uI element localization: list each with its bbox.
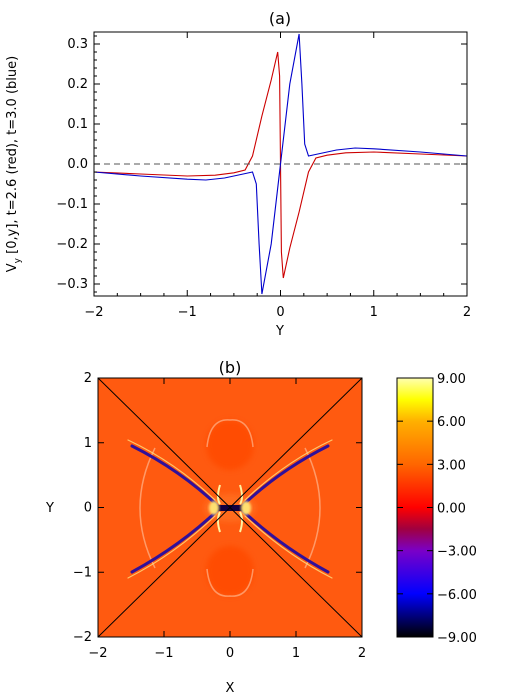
y-tick-label: 0.2 <box>67 77 88 92</box>
heatmap-arms <box>127 439 333 579</box>
heatmap-core-right-bright <box>241 501 251 515</box>
heatmap-arm-lower-right-halo <box>244 515 333 579</box>
series-line-1 <box>94 33 467 295</box>
heatmap-arm-upper-left <box>130 444 220 508</box>
heatmap-upper-lobe-outline <box>206 419 254 448</box>
y-tick-label: −0.3 <box>56 277 88 292</box>
x-tick-label: 2 <box>358 646 366 661</box>
y-tick-label: −1 <box>73 565 92 580</box>
panel-a: (a) −2 −1 0 1 2 −0.3 −0.2 −0.1 0.0 0.1 0.2 0.3 Y V… <box>5 9 471 339</box>
heatmap-arm-upper-right-halo <box>244 439 333 501</box>
colorbar-tick-label: 0.00 <box>437 502 466 517</box>
x-tick-label: 2 <box>463 305 471 320</box>
colorbar-tick-label: −6.00 <box>437 588 477 603</box>
heatmap-arm-lower-left-halo <box>127 515 216 579</box>
y-tick-label: −2 <box>73 630 92 645</box>
colorbar-tick-label: −3.00 <box>437 545 477 560</box>
heatmap-lower-lobe-outline <box>206 568 254 597</box>
panel-b-y-axis: −2 −1 0 1 2 <box>73 371 362 645</box>
x-tick-label: 0 <box>276 305 284 320</box>
heatmap-arm-upper-left-halo <box>127 439 216 501</box>
heatmap-faint-arcs <box>139 419 321 597</box>
panel-a-y-label-rest: [0,y], t=2.6 (red), t=3.0 (blue) <box>5 56 20 258</box>
panel-a-y-axis: −0.3 −0.2 −0.1 0.0 0.1 0.2 0.3 <box>56 35 467 293</box>
y-tick-label: 0.3 <box>67 37 88 52</box>
heatmap-right-arc <box>304 447 321 569</box>
panel-b-x-label: X <box>226 681 235 696</box>
heatmap-core-left-bright <box>209 501 219 515</box>
colorbar: 9.00 6.00 3.00 0.00 −3.00 −6.00 −9.00 <box>396 372 477 646</box>
y-tick-label: −0.1 <box>56 197 88 212</box>
heatmap-upper-lobe <box>206 420 254 470</box>
heatmap-core-lower-left-filament <box>217 511 221 533</box>
panel-b: (b) <box>45 358 477 696</box>
colorbar-tick-label: 9.00 <box>437 372 466 387</box>
panel-a-x-label: Y <box>275 324 284 339</box>
heatmap-arm-upper-right <box>240 444 330 508</box>
x-tick-label: −2 <box>84 305 103 320</box>
y-tick-label: 0 <box>84 501 92 516</box>
colorbar-tick-label: 3.00 <box>437 458 466 473</box>
panel-a-y-label-v: V <box>5 263 20 272</box>
panel-b-label: (b) <box>219 358 242 377</box>
x-tick-label: 0 <box>226 646 234 661</box>
panel-b-y-label: Y <box>45 501 54 516</box>
y-tick-label: −0.2 <box>56 237 88 252</box>
panel-a-x-axis: −2 −1 0 1 2 <box>84 32 471 320</box>
heatmap-lower-lobe <box>206 546 254 596</box>
heatmap-left-arc <box>139 447 156 569</box>
heatmap-core-lower-right-filament <box>239 511 243 533</box>
y-tick-label: 2 <box>84 371 92 386</box>
panel-a-series <box>94 33 467 295</box>
x-tick-label: −2 <box>88 646 107 661</box>
panel-a-y-label-subscript: y <box>13 257 23 263</box>
heatmap-arm-lower-left <box>130 508 220 574</box>
colorbar-ticks: 9.00 6.00 3.00 0.00 −3.00 −6.00 −9.00 <box>397 372 477 646</box>
y-tick-label: 0.0 <box>67 157 88 172</box>
x-tick-label: 1 <box>292 646 300 661</box>
panel-a-label: (a) <box>269 9 291 28</box>
panel-b-x-axis: −2 −1 0 1 2 <box>88 378 366 661</box>
panel-a-y-label: Vy [0,y], t=2.6 (red), t=3.0 (blue) <box>5 56 23 272</box>
heatmap-arm-lower-right <box>240 508 330 574</box>
x-tick-label: 1 <box>370 305 378 320</box>
colorbar-tick-label: −9.00 <box>437 631 477 646</box>
x-tick-label: −1 <box>154 646 173 661</box>
heatmap-field <box>98 378 362 637</box>
y-tick-label: 1 <box>84 436 92 451</box>
diagonal-line-1 <box>98 378 362 637</box>
heatmap-diagonals <box>98 378 362 637</box>
colorbar-tick-label: 6.00 <box>437 415 466 430</box>
y-tick-label: 0.1 <box>67 117 88 132</box>
x-tick-label: −1 <box>178 305 197 320</box>
